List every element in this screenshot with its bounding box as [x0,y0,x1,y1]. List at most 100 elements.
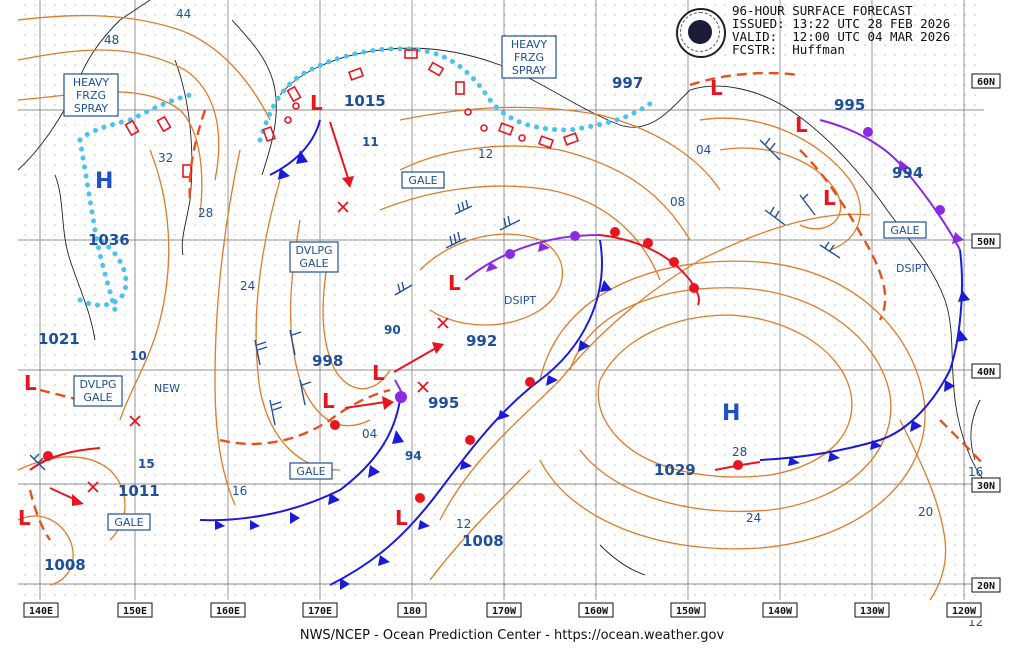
svg-text:GALE: GALE [299,257,328,270]
svg-text:12: 12 [456,517,471,531]
svg-text:130W: 130W [860,606,885,617]
latitude-label-30n: 30N [971,477,1001,493]
longitude-label-170w: 170W [486,602,522,618]
high-symbol: H [95,169,113,194]
svg-text:FRZG: FRZG [76,89,106,102]
gale-label-south-central: GALE [289,462,333,480]
latitude-label-20n: 20N [971,577,1001,593]
svg-text:1036: 1036 [88,231,130,249]
gale-label-southwest: GALE [107,513,151,531]
gale-label-north: GALE [401,171,445,189]
plain-labels: NEW DSIPT DSIPT [154,262,928,395]
latitude-label-50n: 50N [971,233,1001,249]
longitude-label-160e: 160E [210,602,246,618]
svg-text:04: 04 [696,143,711,157]
svg-text:28: 28 [732,445,747,459]
gale-label-east: GALE [883,221,927,239]
svg-text:995: 995 [834,96,865,114]
svg-text:SPRAY: SPRAY [74,102,108,115]
high-centers: H H [95,169,740,426]
svg-text:998: 998 [312,352,343,370]
svg-text:997: 997 [612,74,643,92]
svg-text:04: 04 [362,427,377,441]
latitude-axis: 60N 50N 40N 30N 20N [971,73,1001,593]
svg-text:15: 15 [138,457,155,471]
svg-text:40N: 40N [977,367,995,378]
heavy-freezing-spray-east-label: HEAVY FRZG SPRAY [501,35,557,79]
svg-text:HEAVY: HEAVY [511,38,548,51]
warm-fronts [29,227,761,503]
low-symbol: L [710,76,723,100]
svg-text:11: 11 [362,135,379,149]
svg-text:24: 24 [746,511,761,525]
longitude-label-140w: 140W [762,602,798,618]
svg-text:16: 16 [968,465,983,479]
longitude-label-150e: 150E [117,602,153,618]
svg-text:08: 08 [670,195,685,209]
svg-text:24: 24 [240,279,255,293]
cold-fronts [199,119,970,590]
svg-text:16: 16 [232,484,247,498]
heavy-freezing-spray-west-label: HEAVY FRZG SPRAY [63,73,119,117]
high-symbol: H [722,401,740,426]
longitude-label-120w: 120W [946,602,982,618]
svg-text:30N: 30N [977,481,995,492]
svg-text:1008: 1008 [44,556,86,574]
svg-text:992: 992 [466,332,497,350]
svg-text:SPRAY: SPRAY [512,64,546,77]
longitude-label-150w: 150W [670,602,706,618]
longitude-label-180: 180 [397,602,427,618]
low-symbol: L [24,371,37,395]
svg-text:1008: 1008 [462,532,504,550]
movement-arrows [49,121,444,506]
svg-text:32: 32 [158,151,173,165]
pressure-values: 1036 1029 1015 998 995 992 997 995 994 1… [38,74,923,574]
svg-text:DVLPG: DVLPG [79,378,116,391]
issued-time: ISSUED: 13:22 UTC 28 FEB 2026 [732,16,951,31]
svg-text:12: 12 [478,147,493,161]
longitude-label-140e: 140E [23,602,59,618]
svg-text:GALE: GALE [83,391,112,404]
svg-text:GALE: GALE [296,465,325,478]
low-symbol: L [310,91,323,115]
low-centers: L L L L L L L L L L [18,76,836,530]
freezing-spray-areas [77,46,658,313]
longitude-label-160w: 160W [578,602,614,618]
svg-text:10: 10 [130,349,147,363]
low-symbol: L [448,271,461,295]
latitude-label-40n: 40N [971,363,1001,379]
svg-text:20N: 20N [977,581,995,592]
svg-text:GALE: GALE [114,516,143,529]
developing-gale-label-west: DVLPG GALE [73,375,123,407]
logo-ring [680,12,720,52]
longitude-label-170e: 170E [302,602,338,618]
developing-gale-label-central: DVLPG GALE [289,241,339,273]
low-symbol: L [322,389,335,413]
dissipating-label: DSIPT [896,262,928,275]
svg-text:94: 94 [405,449,422,463]
svg-text:HEAVY: HEAVY [73,76,110,89]
forecast-header: 96-HOUR SURFACE FORECAST ISSUED: 13:22 UT… [732,4,950,56]
svg-text:1015: 1015 [344,92,386,110]
svg-text:994: 994 [892,164,923,182]
svg-text:140W: 140W [768,606,793,617]
latitude-label-60n: 60N [971,73,1001,89]
svg-text:150E: 150E [123,606,147,617]
low-symbol: L [395,506,408,530]
svg-text:170E: 170E [308,606,332,617]
valid-time: VALID: 12:00 UTC 04 MAR 2026 [732,29,951,44]
svg-text:GALE: GALE [408,174,437,187]
forecast-position-marks [87,201,449,493]
low-symbol: L [795,113,808,137]
logo-emblem [688,20,712,44]
svg-text:120W: 120W [952,606,977,617]
low-symbol: L [823,186,836,210]
svg-text:150W: 150W [676,606,701,617]
svg-text:DVLPG: DVLPG [295,244,332,257]
map-background [18,0,984,600]
longitude-axis: 140E 150E 160E 170E 180 170W 160W 150W 1… [18,600,984,620]
svg-text:50N: 50N [977,237,995,248]
svg-text:170W: 170W [492,606,517,617]
svg-text:44: 44 [176,7,191,21]
